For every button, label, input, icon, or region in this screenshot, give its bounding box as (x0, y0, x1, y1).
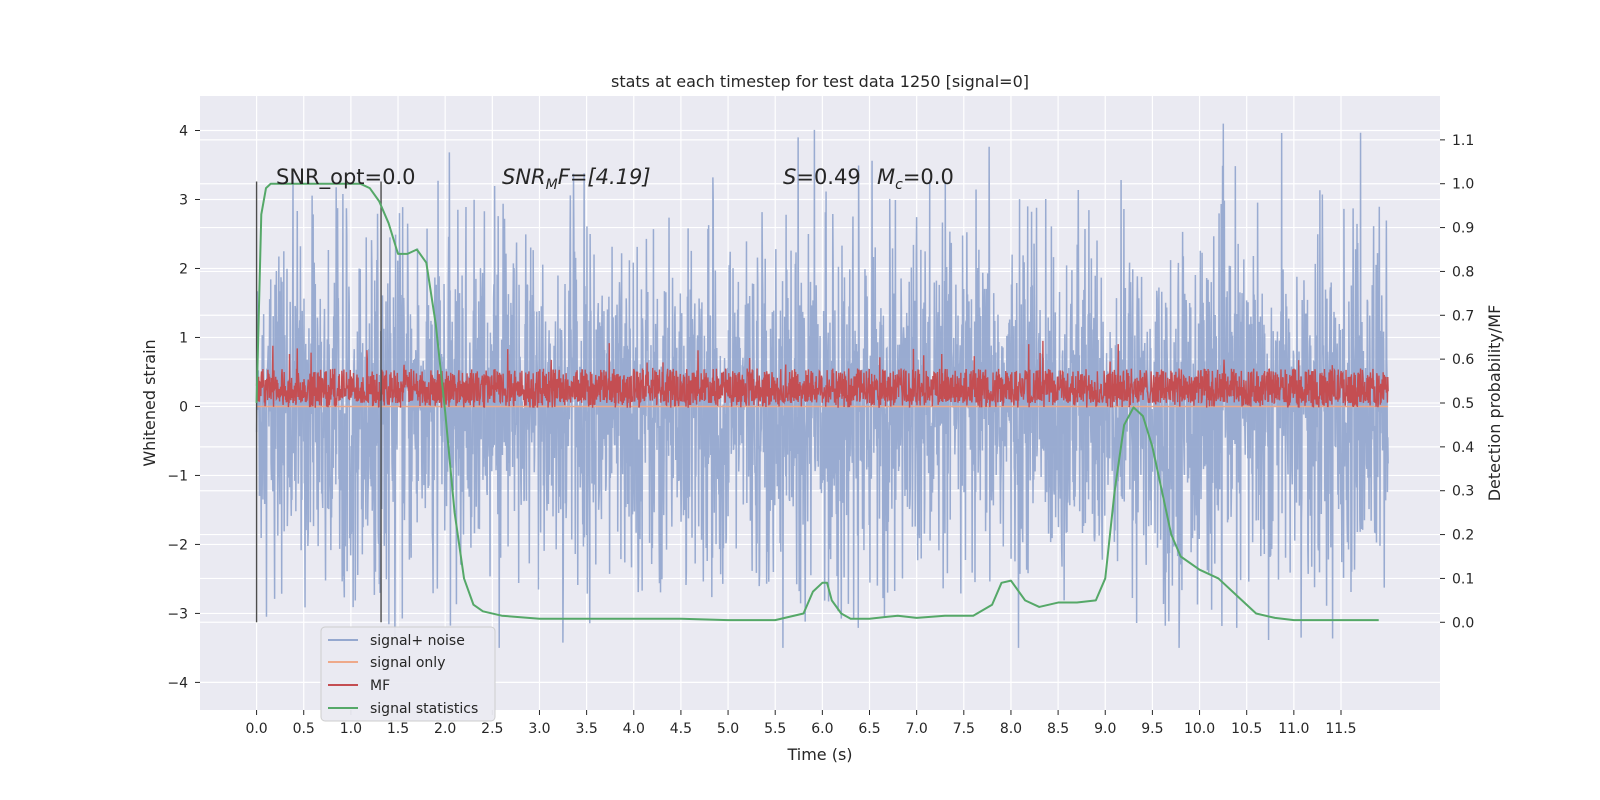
x-tick-label: 0.5 (293, 721, 315, 737)
x-tick-label: 1.0 (340, 721, 362, 737)
y-right-tick-label: 0.3 (1452, 484, 1474, 500)
y-right-tick-label: 0.5 (1452, 396, 1474, 412)
y-right-tick-label: 0.4 (1452, 440, 1474, 456)
y-tick-label: 0 (179, 399, 188, 415)
y-right-tick-label: 0.2 (1452, 528, 1474, 544)
x-tick-label: 1.5 (387, 721, 409, 737)
annotation-s: S=0.49 (783, 165, 861, 189)
x-tick-label: 4.0 (623, 721, 645, 737)
y-right-tick-label: 0.7 (1452, 308, 1474, 324)
series-signal-noise (255, 123, 1389, 648)
annotation-mc-value: =0.0 (903, 165, 954, 189)
annotation-mc: Mc=0.0 (877, 165, 954, 193)
x-tick-label: 5.5 (764, 721, 786, 737)
annotation-s-symbol: S (783, 165, 796, 189)
y-right-tick-label: 1.0 (1452, 177, 1474, 193)
x-tick-label: 0.0 (245, 721, 267, 737)
annotation-snr-opt: SNR_opt=0.0 (276, 165, 416, 190)
y-tick-label: −2 (167, 537, 188, 553)
x-tick-label: 4.5 (670, 721, 692, 737)
y-tick-label: 4 (179, 123, 188, 139)
legend-label-signal-noise: signal+ noise (370, 633, 465, 649)
y-right-tick-label: 0.8 (1452, 264, 1474, 280)
annotation-snr-mf-symbol: SNR (502, 165, 546, 189)
tick-layer: 0.0 0.5 1.0 1.5 2.0 2.5 3.0 3.5 4.0 4.5 5.0 5.5 6.0 6… (167, 123, 1474, 737)
y-tick-label: 1 (179, 330, 188, 346)
x-tick-label: 9.5 (1141, 721, 1163, 737)
legend-label-signal-only: signal only (370, 655, 445, 671)
y-tick-label: 3 (179, 192, 188, 208)
series-signal-statistics (255, 182, 1379, 622)
x-tick-label: 11.5 (1325, 721, 1356, 737)
x-tick-label: 9.0 (1094, 721, 1116, 737)
y-axis-right-label: Detection probability/MF (1485, 305, 1504, 502)
x-tick-label: 3.0 (528, 721, 550, 737)
x-tick-label: 7.5 (953, 721, 975, 737)
annotation-snr-mf: SNRMF=[4.19] (502, 165, 651, 193)
annotation-mc-symbol: M (877, 165, 895, 189)
annotation-mc-subscript: c (895, 177, 903, 193)
series-mf (255, 340, 1389, 408)
x-tick-label: 3.5 (575, 721, 597, 737)
legend-box (320, 626, 496, 722)
x-tick-label: 2.5 (481, 721, 503, 737)
x-tick-label: 6.5 (858, 721, 880, 737)
series-layer (255, 123, 1389, 648)
legend-label-mf: MF (370, 678, 390, 694)
chart-title: stats at each timestep for test data 125… (611, 72, 1029, 91)
y-right-tick-label: 0.1 (1452, 571, 1474, 587)
x-tick-label: 5.0 (717, 721, 739, 737)
x-tick-label: 11.0 (1278, 721, 1309, 737)
y-right-tick-label: 0.6 (1452, 352, 1474, 368)
x-axis-label: Time (s) (786, 745, 852, 764)
legend-label-signal-statistics: signal statistics (370, 701, 478, 717)
y-tick-label: −4 (167, 675, 188, 691)
x-tick-label: 7.0 (906, 721, 928, 737)
x-tick-label: 6.0 (811, 721, 833, 737)
y-tick-label: −1 (167, 468, 188, 484)
y-right-tick-label: 1.1 (1452, 133, 1474, 149)
y-right-tick-label: 0.9 (1452, 221, 1474, 237)
annotation-s-value: =0.49 (796, 165, 860, 189)
x-tick-label: 2.0 (434, 721, 456, 737)
annotation-snr-mf-subscript: M (546, 177, 558, 193)
x-tick-label: 10.0 (1184, 721, 1215, 737)
y-axis-label: Whitened strain (140, 339, 159, 466)
annotation-snr-mf-value: F=[4.19] (558, 165, 651, 189)
y-right-tick-label: 0.0 (1452, 615, 1474, 631)
x-tick-label: 10.5 (1231, 721, 1262, 737)
x-tick-label: 8.5 (1047, 721, 1069, 737)
x-tick-label: 8.0 (1000, 721, 1022, 737)
legend: signal+ noise signal only MF signal stat… (320, 626, 496, 722)
y-tick-label: −3 (167, 606, 188, 622)
y-tick-label: 2 (179, 261, 188, 277)
